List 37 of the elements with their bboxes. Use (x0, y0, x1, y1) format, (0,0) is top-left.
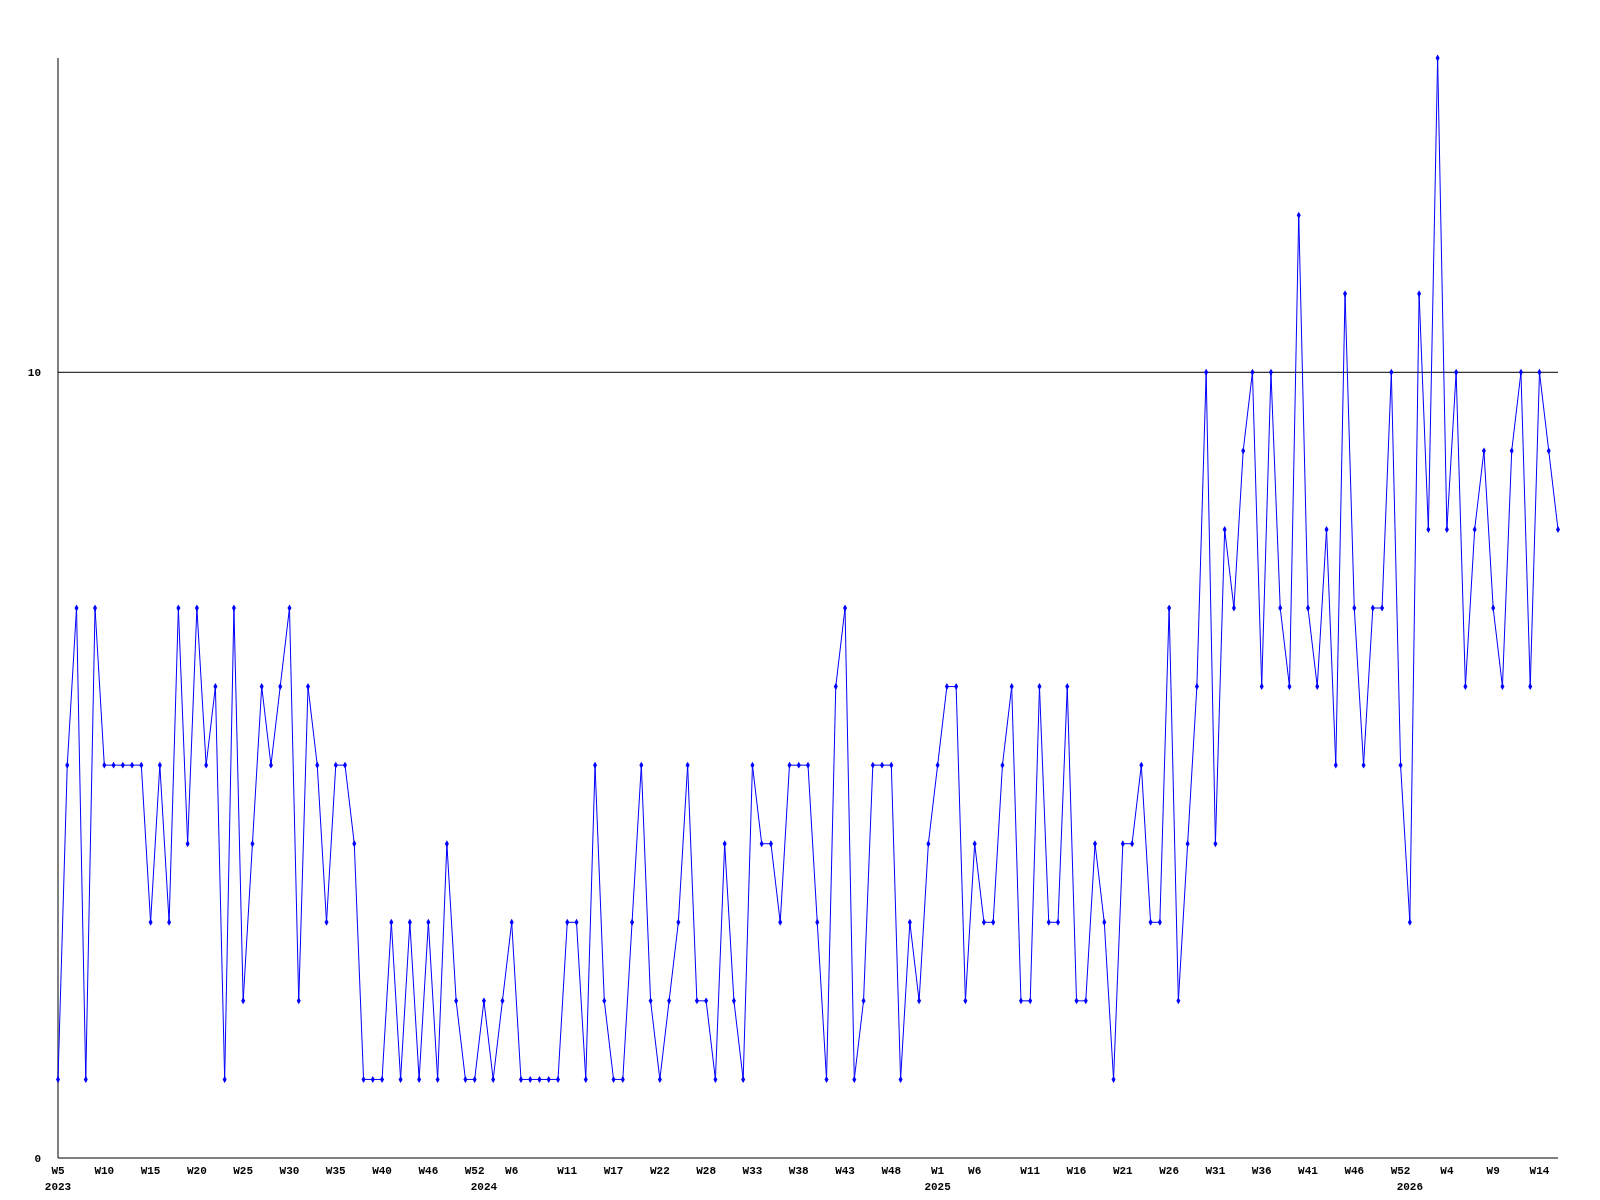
x-tick-label: W21 (1112, 1165, 1134, 1177)
x-tick-label: W40 (372, 1165, 392, 1177)
x-tick-label: W20 (186, 1165, 207, 1177)
x-tick-label: W25 (233, 1165, 254, 1177)
x-tick-label: W46 (1344, 1165, 1365, 1177)
x-tick-label: W6 (505, 1165, 519, 1177)
x-tick-label: W26 (1159, 1165, 1180, 1177)
x-tick-label: 2024 (470, 1181, 498, 1193)
x-tick-label: W5 2023 (44, 1165, 72, 1193)
x-tick-label: W22 (649, 1165, 670, 1177)
x-tick-label: W17 (603, 1165, 624, 1177)
x-tick-label: W33 (742, 1165, 763, 1177)
x-tick-label: W16 (1066, 1165, 1087, 1177)
y-tick-label: 0 (34, 1153, 41, 1165)
x-tick-label: W52 (1390, 1165, 1411, 1177)
x-tick-label: W15 (140, 1165, 161, 1177)
x-tick-label: W46 (418, 1165, 439, 1177)
x-tick-label: W4 (1440, 1165, 1454, 1177)
x-tick-label: W11 (1020, 1165, 1041, 1177)
x-tick-label: W36 (1251, 1165, 1272, 1177)
x-tick-label: W11 (557, 1165, 578, 1177)
x-tick-label: W31 (1205, 1165, 1226, 1177)
x-tick-label: W52 (464, 1165, 485, 1177)
x-tick-label: W28 (696, 1165, 717, 1177)
x-tick-label: W30 (279, 1165, 300, 1177)
x-tick-label: W10 (94, 1165, 115, 1177)
x-tick-label: W38 (788, 1165, 810, 1177)
x-tick-label: W41 (1298, 1165, 1319, 1177)
x-tick-label: W48 (881, 1165, 902, 1177)
x-tick-label: W9 (1486, 1165, 1500, 1177)
x-tick-label: 2026 (1396, 1181, 1424, 1193)
x-tick-label: W35 (325, 1165, 347, 1177)
x-tick-label: W6 (968, 1165, 982, 1177)
x-tick-label: W14 (1529, 1165, 1550, 1177)
x-tick-label: W43 (835, 1165, 856, 1177)
y-tick-label: 10 (27, 367, 41, 380)
x-tick-label: W1 2025 (924, 1165, 952, 1193)
